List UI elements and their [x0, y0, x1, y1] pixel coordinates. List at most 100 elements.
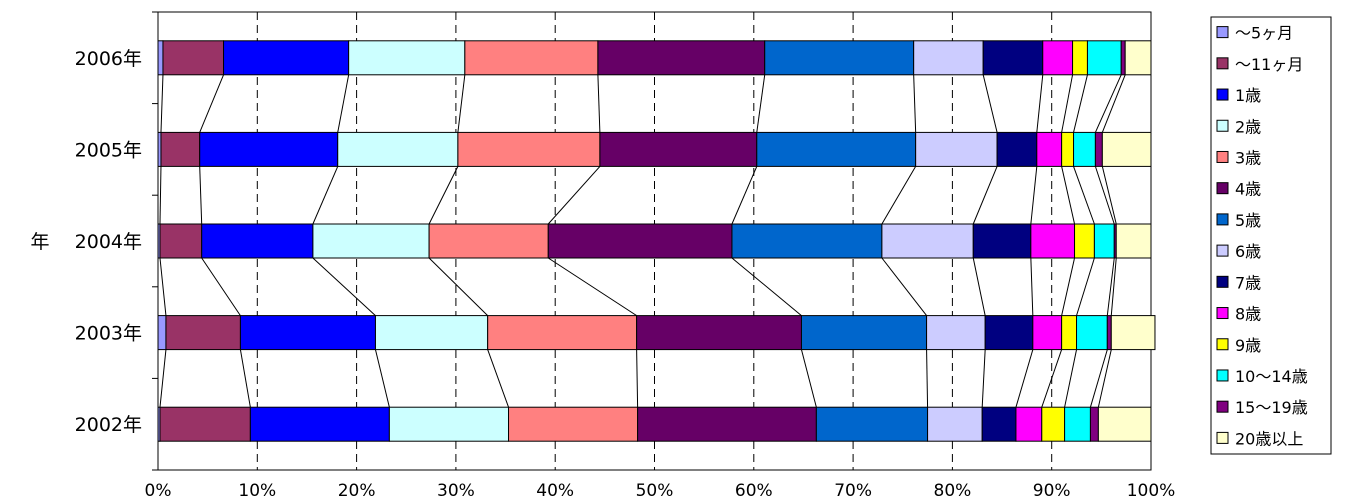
series-line: [1061, 257, 1076, 316]
bar-segment: [599, 131, 758, 167]
bar-segment: [1110, 315, 1156, 351]
series-line: [1094, 74, 1122, 133]
series-line: [926, 349, 929, 408]
bar-segment: [508, 406, 639, 442]
bar-segment: [984, 315, 1034, 351]
bar-segment: [1106, 315, 1112, 351]
bar-segment: [981, 406, 1017, 442]
bar-segment: [201, 223, 314, 259]
bar-segment: [1086, 40, 1122, 76]
bar-segment: [1076, 315, 1108, 351]
x-tick-label: 50%: [636, 481, 674, 501]
bar-segment: [1074, 223, 1095, 259]
bar-segment: [756, 131, 917, 167]
series-line: [1101, 74, 1126, 133]
bar-segment: [249, 406, 390, 442]
y-axis-label: 年: [30, 231, 49, 253]
bar-segment: [1072, 40, 1088, 76]
legend-swatch: [1216, 119, 1229, 132]
bar-segment: [1032, 315, 1063, 351]
bar-segment: [1097, 406, 1152, 442]
series-line: [731, 166, 758, 225]
legend-label: 5歳: [1235, 211, 1261, 230]
bar-segment: [157, 40, 164, 76]
legend-swatch: [1216, 26, 1229, 39]
legend-swatch: [1216, 338, 1229, 351]
bar-segment: [1015, 406, 1043, 442]
legend-swatch: [1216, 88, 1229, 101]
bar-segment: [374, 315, 489, 351]
x-tick-label: 10%: [238, 481, 276, 501]
bar-segment: [464, 40, 599, 76]
series-line: [597, 74, 601, 133]
bar-segment: [636, 315, 802, 351]
category-label: 2002年: [75, 414, 142, 436]
bar-segment: [982, 40, 1044, 76]
x-tick-label: 20%: [338, 481, 376, 501]
bar-segment: [1030, 223, 1076, 259]
series-line: [201, 257, 241, 316]
bar-segment: [926, 315, 986, 351]
bar-segment: [348, 40, 466, 76]
bar-segment: [157, 315, 167, 351]
series-line: [1030, 166, 1038, 225]
bar-segment: [996, 131, 1038, 167]
x-tick-label: 30%: [437, 481, 475, 501]
legend-label: 10～14歳: [1235, 367, 1308, 386]
series-line: [981, 349, 986, 408]
series-line: [487, 349, 509, 408]
series-line: [1076, 257, 1095, 316]
bar-segment: [637, 406, 817, 442]
bar-segment: [312, 223, 430, 259]
x-tick-label: 100%: [1127, 481, 1176, 501]
legend-label: 3歳: [1235, 148, 1261, 167]
series-line: [972, 257, 986, 316]
bar-segment: [815, 406, 929, 442]
series-line: [1073, 166, 1095, 225]
bar-segment: [1089, 406, 1099, 442]
series-line: [1061, 166, 1076, 225]
bar-segment: [731, 223, 883, 259]
series-line: [1094, 166, 1115, 225]
bar-segment: [159, 223, 203, 259]
series-line: [428, 257, 489, 316]
series-line: [731, 257, 802, 316]
bar-segment: [428, 223, 549, 259]
bar-segment: [1093, 223, 1115, 259]
series-line: [457, 74, 466, 133]
series-line: [1101, 166, 1117, 225]
series-line: [1030, 257, 1034, 316]
bar-segment: [547, 223, 733, 259]
bar-segment: [388, 406, 510, 442]
bar-segment: [337, 131, 459, 167]
series-line: [982, 74, 998, 133]
series-line: [1073, 74, 1088, 133]
series-line: [547, 257, 637, 317]
x-tick-label: 40%: [536, 481, 574, 501]
legend-label: 9歳: [1235, 336, 1261, 355]
legend-swatch: [1216, 244, 1229, 257]
series-line: [881, 257, 927, 316]
bar-segment: [1036, 131, 1063, 167]
series-line: [636, 349, 639, 408]
legend-label: 20歳以上: [1235, 429, 1303, 448]
x-tick-label: 0%: [145, 481, 172, 501]
bar-segment: [1124, 40, 1152, 76]
bar-segment: [1101, 131, 1152, 167]
legend-label: 4歳: [1235, 180, 1261, 199]
legend-swatch: [1216, 431, 1229, 444]
bar-segment: [1061, 131, 1075, 167]
bar-segment: [972, 223, 1032, 259]
series-line: [199, 74, 225, 133]
bar-segment: [239, 315, 376, 351]
x-tick-label: 60%: [735, 481, 773, 501]
bar-segment: [597, 40, 766, 76]
category-label: 2005年: [75, 139, 142, 161]
legend-label: 2歳: [1235, 117, 1261, 136]
legend-label: 15～19歳: [1235, 398, 1308, 417]
legend-swatch: [1216, 275, 1229, 288]
series-line: [159, 349, 167, 408]
legend-swatch: [1216, 57, 1229, 70]
